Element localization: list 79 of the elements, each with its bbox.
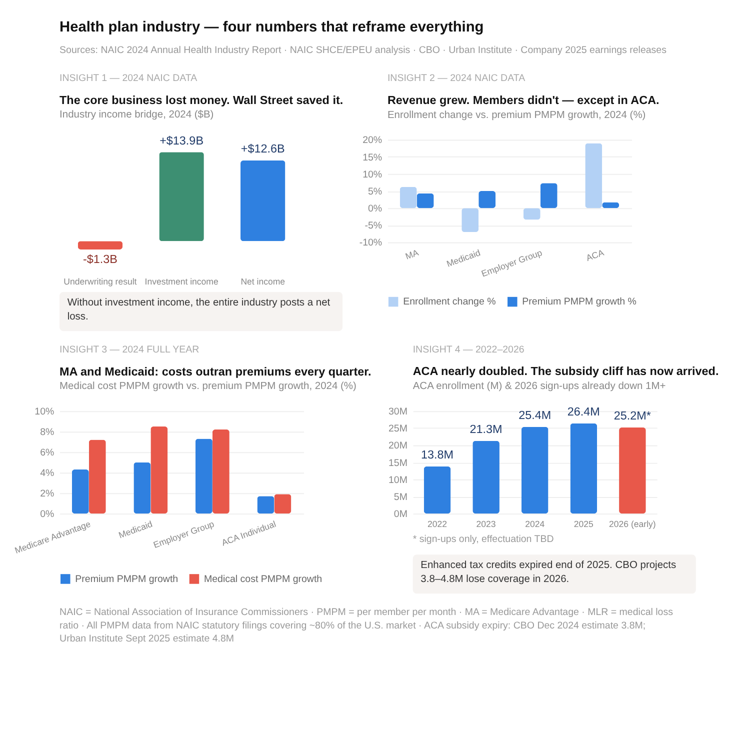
bar — [195, 438, 212, 514]
data-label: 26.4M — [567, 406, 600, 419]
bar — [416, 193, 434, 208]
text: * sign-ups only, effectuation TBD — [412, 534, 554, 545]
chart-subtitle: Medical cost PMPM growth vs. premium PMPM growth, 2024 (%) — [60, 381, 356, 392]
data-label: 21.3M — [470, 423, 502, 436]
y-tick-label: -10% — [359, 238, 382, 249]
bar — [212, 430, 230, 514]
bar — [478, 191, 496, 208]
y-tick-label: 4% — [40, 468, 54, 480]
y-tick-label: 2% — [40, 488, 54, 500]
bar — [134, 462, 151, 514]
text: NAIC = National Association of Insurance Commissioners · PMPM = per member per month · MA = Medicare Advantage · MLR = medical loss ratio · All PMPM data from NAIC statutory filings covering ~80% of the U.S. market · ACA subsidy expiry: CBO Dec 2024 estimate 3.8M; Urban Institute Sept 2025 estimate 4.8M — [60, 607, 674, 644]
bar — [424, 466, 451, 514]
source-note: Sources: NAIC 2024 Annual Health Industry Report · NAIC SHCE/EPEU analysis · CBO · Urban Institute · Company 2025 earnings releases — [60, 44, 667, 56]
text: Health plan industry — four numbers that reframe everything — [60, 19, 484, 36]
chart-title: ACA nearly doubled. The subsidy cliff has now arrived. — [412, 365, 719, 378]
bar — [521, 426, 548, 514]
bar — [150, 426, 168, 514]
x-tick-label: 2025 — [574, 518, 594, 529]
y-tick-label: 8% — [40, 427, 54, 438]
text: Without investment income, the entire industry posts a net loss. — [67, 298, 330, 323]
x-tick-label: 2022 — [427, 518, 448, 529]
legend-label: Medical cost PMPM growth — [204, 574, 322, 585]
legend-label: Enrollment change % — [403, 296, 496, 308]
y-tick-label: 10M — [388, 474, 408, 486]
y-tick-label: 20M — [388, 440, 408, 452]
legend-label: Premium PMPM growth — [75, 574, 178, 585]
data-label: -$1.3B — [82, 253, 118, 266]
bar — [619, 428, 646, 514]
y-tick-label: 10% — [362, 169, 382, 180]
x-tick-label: 2024 — [525, 518, 545, 529]
text: INSIGHT 3 — 2024 FULL YEAR — [60, 344, 200, 356]
bar — [88, 440, 106, 514]
x-tick-label: Investment income — [144, 276, 218, 287]
y-tick-label: 25M — [388, 424, 408, 435]
y-tick-label: 0M — [394, 509, 408, 520]
y-tick-label: 0% — [368, 204, 382, 215]
text: Enhanced tax credits expired end of 2025. CBO projects 3.8–4.8M lose coverage in 2026. — [420, 560, 676, 586]
x-tick-label: Underwriting result — [64, 276, 138, 287]
y-tick-label: 20% — [362, 135, 382, 146]
bar — [400, 186, 417, 208]
x-tick-label: 2023 — [476, 518, 496, 529]
x-tick-label: ACA — [584, 247, 606, 264]
data-label: 13.8M — [420, 448, 454, 462]
bar — [257, 496, 274, 514]
y-tick-label: 10% — [34, 406, 54, 418]
data-label: +$13.9B — [160, 134, 204, 148]
chart-subtitle: Industry income bridge, 2024 ($B) — [60, 109, 214, 120]
y-tick-label: 6% — [40, 448, 54, 459]
y-tick-label: -5% — [364, 220, 382, 232]
text: INSIGHT 2 — 2024 NAIC DATA — [387, 73, 526, 84]
text: INSIGHT 1 — 2024 NAIC DATA — [60, 73, 198, 84]
bar — [274, 494, 292, 514]
data-label: 25.4M — [518, 409, 552, 422]
bar — [472, 440, 500, 514]
bar — [540, 183, 558, 208]
y-tick-label: 15M — [388, 458, 408, 469]
x-tick-label: 2026 (early) — [609, 518, 656, 529]
text: INSIGHT 4 — 2022–2026 — [412, 344, 524, 356]
bar — [570, 423, 598, 514]
chart-subtitle: ACA enrollment (M) & 2026 sign-ups already down 1M+ — [412, 380, 666, 392]
y-tick-label: 15% — [362, 152, 382, 164]
data-label: 25.2M* — [614, 410, 652, 423]
x-tick-label: MA — [404, 247, 420, 262]
chart-title: The core business lost money. Wall Street saved it. — [60, 94, 344, 107]
bar — [72, 470, 89, 514]
data-label: +$12.6B — [240, 142, 286, 156]
bar — [585, 143, 602, 208]
chart-title: MA and Medicaid: costs outran premiums every quarter. — [60, 365, 372, 378]
y-tick-label: 5% — [368, 186, 382, 198]
y-tick-label: 5M — [394, 492, 408, 503]
legend-label: Premium PMPM growth % — [522, 296, 637, 308]
chart-subtitle: Enrollment change vs. premium PMPM growth, 2024 (%) — [387, 110, 646, 121]
bar — [462, 208, 479, 232]
y-tick-label: 30M — [388, 406, 408, 418]
y-tick-label: 0% — [40, 509, 54, 520]
x-tick-label: Net income — [240, 276, 286, 287]
chart-title: Revenue grew. Members didn't — except in ACA. — [387, 94, 660, 108]
